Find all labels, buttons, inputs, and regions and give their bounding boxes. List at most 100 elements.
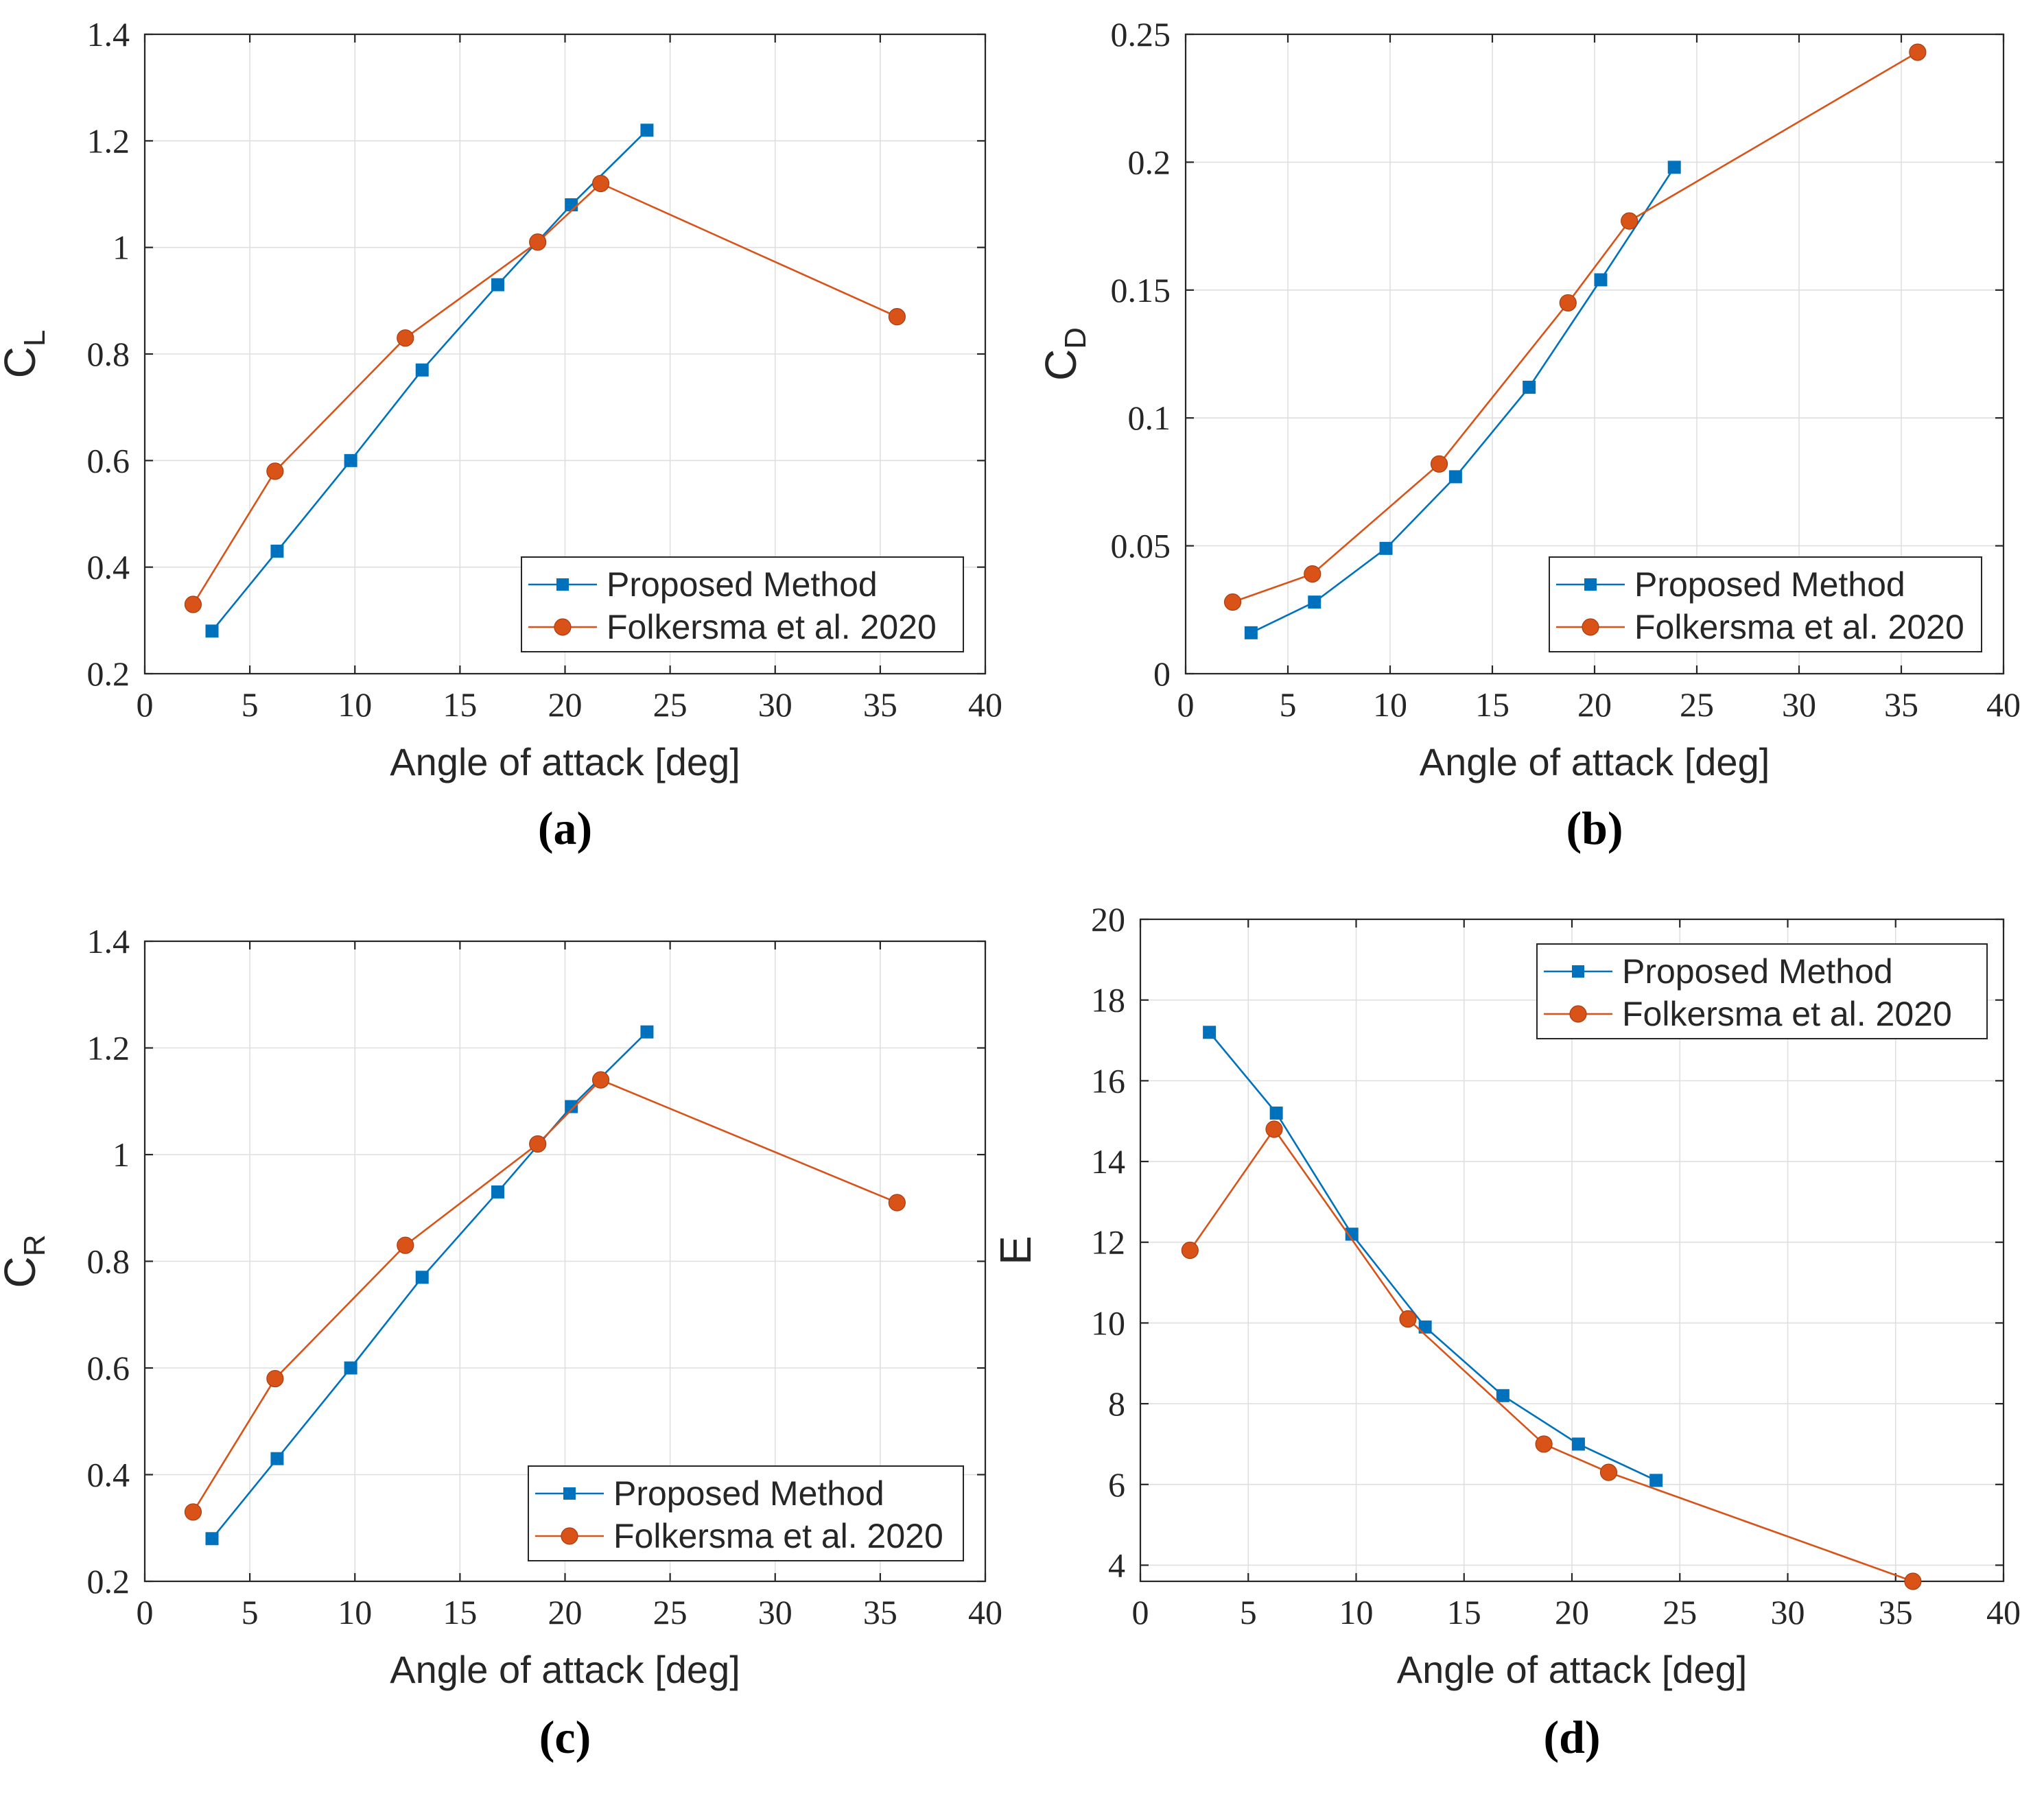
legend-box bbox=[528, 1465, 964, 1561]
x-tick-label: 5 bbox=[242, 1593, 259, 1631]
legend-box bbox=[521, 556, 964, 652]
y-axis-label: CL bbox=[0, 330, 51, 379]
folkersma-series-line bbox=[192, 182, 897, 605]
folkersma-data-point bbox=[591, 1071, 610, 1089]
proposed-data-point bbox=[1571, 1437, 1585, 1451]
folkersma-data-point bbox=[1621, 212, 1638, 230]
folkersma-data-point bbox=[591, 174, 610, 193]
folkersma-data-point bbox=[1181, 1241, 1199, 1260]
panel-caption: (a) bbox=[538, 802, 592, 854]
x-tick-label: 0 bbox=[1177, 685, 1195, 724]
legend: Proposed Method Folkersma et al. 2020 bbox=[528, 1465, 964, 1561]
y-axis-label-subscript: L bbox=[18, 330, 51, 346]
x-tick-label: 20 bbox=[548, 1593, 583, 1631]
folkersma-data-point bbox=[1599, 1463, 1618, 1481]
folkersma-data-point bbox=[184, 595, 202, 613]
y-tick-label: 0.6 bbox=[87, 441, 130, 480]
y-tick-label: 6 bbox=[1108, 1465, 1125, 1504]
proposed-data-point bbox=[491, 278, 504, 292]
y-axis-label-main: C bbox=[1036, 349, 1085, 381]
legend-label-folkersma: Folkersma et al. 2020 bbox=[1634, 608, 1964, 646]
y-axis-label: E bbox=[991, 1236, 1040, 1265]
x-tick-label: 25 bbox=[1663, 1593, 1697, 1631]
chart-panel-a: 0 5 10 15 20 25 30 35 40 0.2 0.4 0.6 0.8 1 1.2 1.4 Angle… bbox=[0, 15, 1002, 854]
legend-marker-folkersma bbox=[1569, 1005, 1587, 1023]
x-axis-label: Angle of attack [deg] bbox=[390, 740, 740, 783]
x-tick-label: 25 bbox=[653, 685, 688, 724]
chart-panel-b: 0 5 10 15 20 25 30 35 40 0 0.05 0.1 0.15 0.2 0.25 Angle… bbox=[1036, 15, 2021, 854]
legend-label-proposed: Proposed Method bbox=[1634, 565, 1905, 604]
proposed-data-point bbox=[1203, 1026, 1217, 1039]
y-tick-label: 1.2 bbox=[87, 1029, 130, 1067]
x-tick-label: 15 bbox=[443, 1593, 477, 1631]
proposed-data-point bbox=[1418, 1320, 1432, 1334]
x-axis-label: Angle of attack [deg] bbox=[390, 1648, 740, 1691]
proposed-data-point bbox=[565, 198, 578, 212]
x-tick-label: 40 bbox=[1986, 685, 2021, 724]
legend-label-folkersma: Folkersma et al. 2020 bbox=[607, 608, 937, 646]
y-tick-label: 1.4 bbox=[87, 15, 130, 54]
folkersma-data-point bbox=[1535, 1435, 1553, 1453]
folkersma-data-point bbox=[1909, 43, 1927, 61]
x-tick-label: 10 bbox=[1373, 685, 1407, 724]
y-tick-label: 0.2 bbox=[87, 1562, 130, 1601]
y-axis-label-main: E bbox=[991, 1236, 1040, 1265]
x-tick-label: 0 bbox=[137, 685, 154, 724]
legend: Proposed Method Folkersma et al. 2020 bbox=[1536, 943, 1988, 1039]
x-tick-label: 5 bbox=[1240, 1593, 1257, 1631]
proposed-data-point bbox=[344, 453, 357, 467]
y-tick-label: 1.4 bbox=[87, 922, 130, 960]
legend-label-folkersma: Folkersma et al. 2020 bbox=[1622, 995, 1952, 1033]
y-tick-label: 1.2 bbox=[87, 121, 130, 160]
proposed-data-point bbox=[565, 1100, 578, 1113]
x-tick-label: 5 bbox=[242, 685, 259, 724]
y-tick-label: 20 bbox=[1091, 900, 1125, 939]
y-tick-label: 0.1 bbox=[1128, 399, 1171, 437]
y-tick-label: 16 bbox=[1091, 1061, 1125, 1100]
x-tick-label: 30 bbox=[758, 1593, 792, 1631]
folkersma-data-point bbox=[1223, 593, 1242, 611]
x-tick-label: 5 bbox=[1280, 685, 1297, 724]
y-axis-label-main: C bbox=[0, 346, 45, 378]
folkersma-data-point bbox=[1904, 1572, 1922, 1590]
x-tick-label: 25 bbox=[1680, 685, 1714, 724]
y-axis-label-main: C bbox=[0, 1256, 45, 1288]
proposed-data-point bbox=[415, 363, 429, 377]
y-axis-label-subscript: D bbox=[1059, 327, 1092, 349]
proposed-data-point bbox=[415, 1271, 429, 1284]
y-tick-label: 0.6 bbox=[87, 1349, 130, 1387]
proposed-data-point bbox=[1244, 626, 1258, 639]
legend-marker-folkersma bbox=[554, 618, 572, 636]
x-tick-label: 20 bbox=[548, 685, 583, 724]
y-tick-label: 4 bbox=[1108, 1546, 1125, 1584]
x-axis-label: Angle of attack [deg] bbox=[1397, 1648, 1748, 1691]
y-tick-label: 0.8 bbox=[87, 1242, 130, 1281]
y-tick-label: 0.8 bbox=[87, 335, 130, 373]
y-tick-label: 0.2 bbox=[87, 654, 130, 693]
legend-marker-folkersma bbox=[1582, 618, 1599, 636]
panel-caption: (b) bbox=[1566, 802, 1623, 854]
proposed-data-point bbox=[1379, 541, 1393, 555]
y-tick-label: 0.15 bbox=[1111, 271, 1171, 309]
proposed-series-line bbox=[1208, 1031, 1657, 1482]
legend-label-proposed: Proposed Method bbox=[613, 1474, 884, 1513]
folkersma-series-line bbox=[1189, 1127, 1914, 1583]
folkersma-data-point bbox=[184, 1503, 202, 1521]
x-tick-label: 10 bbox=[338, 1593, 372, 1631]
proposed-data-point bbox=[491, 1185, 504, 1199]
x-tick-label: 30 bbox=[758, 685, 792, 724]
x-tick-label: 20 bbox=[1577, 685, 1612, 724]
x-tick-label: 40 bbox=[968, 685, 1002, 724]
x-axis-label: Angle of attack [deg] bbox=[1420, 740, 1770, 783]
y-tick-label: 0.4 bbox=[87, 548, 130, 587]
legend-label-proposed: Proposed Method bbox=[1622, 952, 1893, 991]
proposed-data-point bbox=[344, 1361, 357, 1375]
x-tick-label: 10 bbox=[1339, 1593, 1374, 1631]
x-tick-label: 35 bbox=[1879, 1593, 1913, 1631]
chart-panel-c: 0 5 10 15 20 25 30 35 40 0.2 0.4 0.6 0.8 1 1.2 1.4 Angle… bbox=[0, 922, 1002, 1763]
x-tick-label: 40 bbox=[968, 1593, 1002, 1631]
panel-caption: (c) bbox=[539, 1711, 591, 1763]
y-tick-label: 1 bbox=[113, 1135, 130, 1174]
y-tick-label: 0.25 bbox=[1111, 15, 1171, 54]
folkersma-data-point bbox=[266, 1369, 284, 1388]
